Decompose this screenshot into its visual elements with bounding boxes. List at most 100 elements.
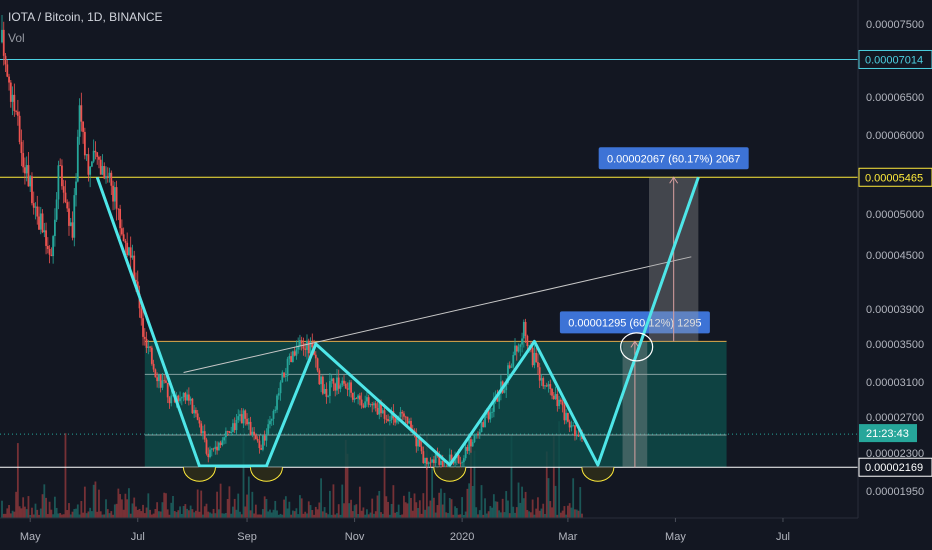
price-tick-label: 0.00006000 [866, 130, 924, 142]
volume-bar [450, 499, 453, 518]
candle-body [330, 378, 333, 382]
candle-body [253, 431, 255, 435]
volume-bar [475, 507, 478, 518]
candle [399, 407, 402, 419]
candle [64, 180, 67, 204]
candle [91, 160, 93, 168]
candle-body [73, 195, 76, 238]
candle [179, 391, 181, 404]
volume-bar [496, 501, 499, 518]
candle-body [110, 172, 113, 186]
volume-bar [119, 494, 122, 518]
candle [38, 206, 40, 231]
volume-bar [170, 502, 173, 518]
candle [514, 338, 516, 356]
volume-bar [50, 509, 53, 518]
candle [362, 403, 365, 409]
candle-body [376, 408, 379, 415]
volume-bar [99, 511, 102, 518]
volume-bar [441, 504, 444, 518]
candle [420, 440, 423, 455]
volume-bar [48, 501, 51, 518]
candle [43, 222, 46, 238]
candle-body [438, 456, 441, 465]
candle-body [316, 358, 319, 371]
candle [212, 447, 215, 452]
candle-body [514, 345, 516, 356]
volume-bar [373, 513, 375, 518]
volume-bar [492, 494, 495, 518]
candle [279, 380, 282, 401]
candle [237, 409, 240, 423]
candle [226, 430, 229, 436]
bottom-arc-4 [581, 467, 615, 482]
volume-bar [549, 501, 552, 518]
candle [293, 346, 296, 357]
volume-bar [161, 502, 164, 518]
volume-bar [524, 491, 527, 518]
volume-bar [247, 476, 250, 518]
candle-body [85, 154, 88, 156]
volume-bar [514, 512, 516, 518]
candle-body [48, 248, 51, 255]
volume-bar [436, 505, 439, 518]
candle [180, 396, 183, 406]
candle-body [351, 392, 354, 400]
drawing-tools[interactable]: 0.00001295 (60.12%) 1295 0.00002067 (60.1… [95, 147, 749, 482]
volume-bar [145, 507, 148, 518]
volume-bar [401, 514, 404, 518]
candle-body [574, 425, 576, 436]
volume-bar [64, 433, 67, 518]
volume-bar [427, 506, 430, 518]
candle [240, 407, 243, 424]
volume-bar [129, 513, 132, 518]
candle [353, 391, 356, 403]
candle [219, 440, 222, 449]
volume-bar [69, 514, 72, 518]
candle-body [374, 403, 377, 409]
candle [89, 166, 92, 188]
candle [247, 418, 250, 430]
volume-bar [383, 436, 386, 518]
volume-bar [163, 492, 166, 518]
price-tick-label: 0.00001950 [866, 486, 924, 498]
volume-bar [339, 514, 342, 518]
candle-body [339, 385, 342, 389]
candle-body [311, 342, 314, 348]
candle-body [503, 390, 506, 393]
candle-body [16, 111, 19, 116]
volume-bar [526, 509, 529, 518]
candle-body [31, 176, 33, 204]
volume-bar [242, 422, 245, 518]
candle [75, 173, 77, 207]
bottom-arc-3 [433, 467, 467, 482]
volume-bar [551, 507, 553, 518]
volume-bar [228, 486, 231, 518]
candle [249, 416, 252, 436]
candle-body [508, 365, 511, 368]
candle-body [295, 349, 298, 356]
candle [508, 361, 511, 369]
candle [254, 433, 257, 440]
candle-body [418, 439, 421, 447]
volume-bar [337, 504, 340, 518]
volume-bar [568, 503, 571, 518]
candle [92, 139, 95, 164]
volume-bar [168, 514, 171, 518]
candle [311, 333, 314, 349]
volume-bar [334, 514, 337, 518]
candle [265, 428, 268, 447]
candle-body [357, 395, 360, 399]
candle [364, 395, 367, 409]
candle-body [182, 392, 185, 398]
candle-body [55, 199, 58, 220]
volume-bar [61, 514, 63, 518]
volume-bar [325, 512, 328, 518]
candle-body [1, 29, 3, 43]
candle [295, 340, 298, 360]
candle-body [131, 255, 134, 258]
candle-body [187, 394, 190, 401]
candle [334, 382, 337, 397]
candle [22, 140, 25, 173]
